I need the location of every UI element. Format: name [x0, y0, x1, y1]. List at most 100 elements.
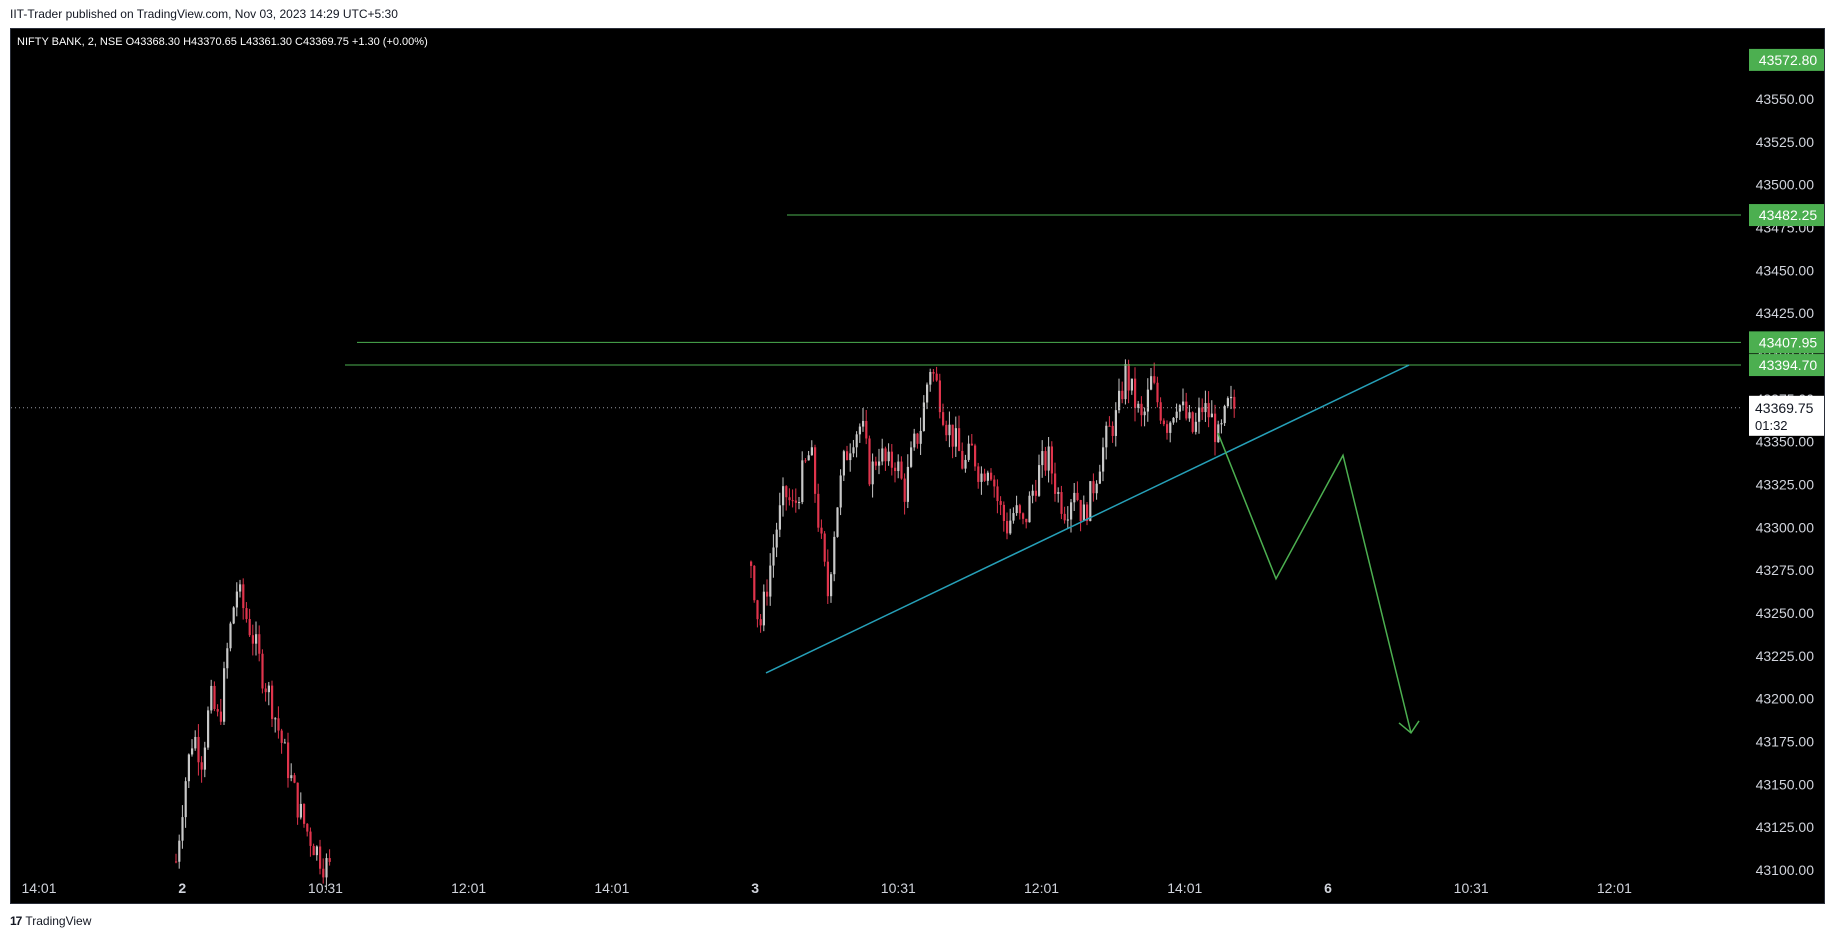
candle-body — [775, 529, 778, 548]
candle-body — [1140, 403, 1143, 416]
candle-body — [1185, 401, 1188, 419]
x-tick-label: 6 — [1324, 880, 1332, 896]
candle-body — [287, 742, 290, 779]
candle-body — [785, 486, 788, 498]
candle-body — [906, 466, 909, 502]
candle-body — [1137, 403, 1140, 408]
candle-body — [1169, 422, 1172, 433]
candle-body — [197, 736, 200, 763]
chart-panel[interactable]: NIFTY BANK, 2, NSE O43368.30 H43370.65 L… — [10, 28, 1827, 904]
candle-body — [322, 868, 325, 878]
candle-body — [274, 718, 277, 720]
candle-body — [1188, 412, 1191, 419]
candle-body — [293, 775, 296, 783]
candle-body — [871, 461, 874, 485]
candle-body — [1102, 447, 1105, 472]
candle-body — [1153, 376, 1156, 383]
candle-body — [1018, 505, 1021, 514]
candle-body — [1230, 396, 1233, 399]
candle-body — [855, 434, 858, 448]
candle-body — [798, 502, 801, 504]
candle-body — [970, 443, 973, 446]
y-tick-label: 43325.00 — [1756, 476, 1815, 492]
candle-body — [1226, 398, 1229, 407]
x-tick-label: 14:01 — [594, 880, 629, 896]
y-tick-label: 43100.00 — [1756, 862, 1815, 878]
candle-body — [1198, 407, 1201, 422]
candle-body — [271, 685, 274, 719]
price-label: 43572.80 — [1759, 52, 1818, 68]
candle-body — [964, 459, 967, 469]
candle-body — [954, 428, 957, 447]
candle-body — [242, 584, 245, 609]
candle-body — [207, 710, 210, 748]
candle-body — [1223, 406, 1226, 424]
y-tick-label: 43450.00 — [1756, 262, 1815, 278]
candle-body — [990, 472, 993, 480]
candle-body — [1082, 504, 1085, 522]
candle-body — [1028, 495, 1031, 523]
x-tick-label: 3 — [751, 880, 759, 896]
candle-body — [1159, 402, 1162, 421]
candle-body — [1060, 492, 1063, 514]
candle-body — [1092, 481, 1095, 494]
candle-body — [951, 424, 954, 447]
candle-body — [1063, 513, 1066, 521]
candle-body — [974, 445, 977, 467]
candle-body — [235, 591, 238, 608]
candle-body — [216, 709, 219, 712]
candle-body — [922, 402, 925, 431]
candle-body — [887, 451, 890, 462]
candle-body — [762, 591, 765, 626]
price-label-box — [1749, 331, 1827, 354]
candle-body — [1143, 411, 1146, 416]
candle-body — [255, 634, 258, 644]
candle-body — [826, 561, 829, 597]
candle-body — [919, 430, 922, 444]
symbol-legend: NIFTY BANK, 2, NSE O43368.30 H43370.65 L… — [17, 36, 428, 48]
candle-body — [1201, 407, 1204, 413]
candle-body — [1150, 376, 1153, 390]
candle-body — [1166, 424, 1169, 433]
candle-body — [184, 781, 187, 818]
candle-body — [1086, 504, 1089, 522]
candle-body — [830, 574, 833, 597]
candle-body — [852, 447, 855, 454]
candle-body — [1175, 411, 1178, 418]
x-tick-label: 12:01 — [1024, 880, 1059, 896]
publisher-header: IIT-Trader published on TradingView.com,… — [10, 7, 398, 21]
candle-body — [299, 803, 302, 818]
candle-body — [1105, 425, 1108, 448]
candle-body — [980, 473, 983, 482]
candle-body — [894, 467, 897, 472]
candle-body — [961, 450, 964, 469]
x-tick-label: 14:01 — [1167, 880, 1202, 896]
candle-body — [1207, 403, 1210, 418]
candle-body — [200, 762, 203, 770]
x-tick-label: 2 — [178, 880, 186, 896]
tradingview-logo-icon: 17 — [10, 914, 22, 928]
candle-body — [846, 451, 849, 461]
candle-body — [1057, 492, 1060, 494]
candle-body — [1041, 451, 1044, 466]
candle-body — [945, 424, 948, 436]
y-tick-label: 43525.00 — [1756, 134, 1815, 150]
candle-body — [782, 486, 785, 506]
candle-body — [296, 782, 299, 818]
price-label: 43407.95 — [1759, 334, 1818, 350]
candle-body — [993, 479, 996, 487]
candle-body — [1108, 425, 1111, 427]
candle-body — [948, 424, 951, 436]
price-chart[interactable]: NIFTY BANK, 2, NSE O43368.30 H43370.65 L… — [11, 29, 1827, 903]
candle-body — [967, 443, 970, 460]
candle-body — [942, 412, 945, 425]
candle-body — [1194, 421, 1197, 432]
candle-body — [916, 433, 919, 444]
candle-body — [903, 478, 906, 502]
candle-body — [1047, 446, 1050, 471]
tradingview-footer: 17 TradingView — [10, 909, 91, 933]
countdown-label: 01:32 — [1755, 418, 1788, 433]
candle-body — [1121, 390, 1124, 400]
candle-body — [858, 426, 861, 435]
candle-body — [750, 561, 753, 566]
